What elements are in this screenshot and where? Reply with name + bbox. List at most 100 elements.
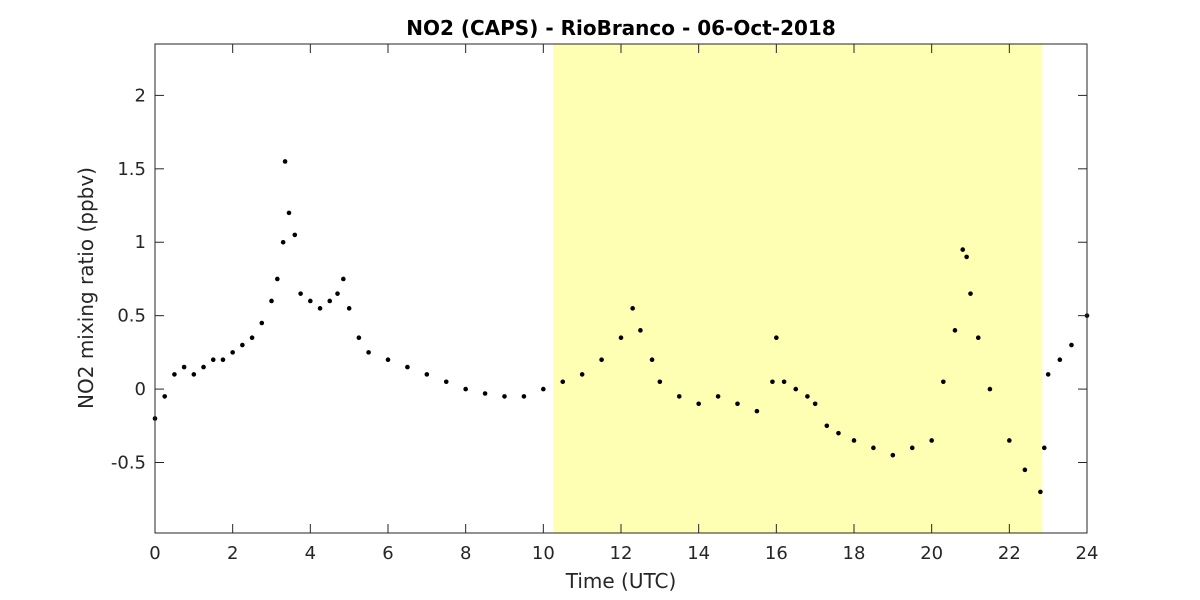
x-tick-label: 12 — [610, 543, 633, 564]
data-point — [292, 232, 298, 238]
data-point — [327, 298, 333, 304]
data-point — [162, 394, 168, 399]
data-point — [975, 335, 981, 340]
data-point — [220, 357, 226, 363]
data-point — [181, 364, 187, 370]
data-point — [890, 452, 896, 458]
data-point — [836, 430, 841, 436]
data-point — [1057, 357, 1063, 363]
data-point — [824, 423, 830, 429]
data-point — [298, 291, 303, 296]
x-tick-label: 8 — [460, 543, 471, 564]
data-point — [599, 357, 604, 363]
data-point — [172, 372, 177, 377]
data-point — [240, 342, 245, 348]
data-point — [280, 239, 286, 245]
data-point — [1041, 445, 1047, 451]
data-point — [560, 379, 566, 385]
data-point — [191, 372, 197, 377]
data-point — [649, 357, 655, 363]
data-point — [275, 276, 280, 282]
y-tick-label: 1.5 — [117, 159, 146, 180]
x-tick-label: 20 — [920, 543, 943, 564]
data-points — [152, 159, 1090, 495]
data-point — [960, 247, 966, 252]
data-point — [871, 445, 876, 451]
data-point — [909, 445, 915, 451]
data-point — [781, 379, 787, 385]
x-tick-label: 22 — [998, 543, 1021, 564]
data-point — [579, 372, 585, 377]
x-tick-label: 24 — [1076, 543, 1099, 564]
x-tick-label: 2 — [227, 543, 238, 564]
data-point — [335, 291, 340, 296]
data-point — [987, 386, 993, 392]
data-point — [630, 306, 635, 311]
y-tick-label: 1 — [135, 232, 146, 253]
data-point — [541, 386, 546, 392]
data-point — [812, 401, 818, 407]
data-point — [770, 379, 775, 385]
data-point — [1045, 372, 1051, 377]
data-point — [269, 298, 274, 304]
data-point — [952, 328, 958, 333]
data-point — [341, 276, 346, 282]
x-axis-label: Time (UTC) — [565, 569, 677, 593]
data-point — [259, 320, 265, 326]
data-point — [1007, 438, 1012, 443]
data-point — [793, 386, 799, 392]
data-point — [385, 357, 391, 363]
y-tick-label: 0 — [135, 379, 146, 400]
data-point — [1069, 342, 1074, 348]
data-point — [286, 210, 292, 216]
data-point — [715, 394, 721, 399]
x-tick-label: 16 — [765, 543, 788, 564]
data-point — [805, 394, 810, 399]
chart-title: NO2 (CAPS) - RioBranco - 06-Oct-2018 — [406, 16, 836, 40]
data-point — [929, 438, 934, 443]
axis-ticks: 0 2 4 6 8 10 12 14 16 18 20 22 24-0.500.511.52 — [111, 44, 1099, 564]
x-tick-label: 4 — [305, 543, 316, 564]
data-point — [346, 306, 352, 311]
data-point — [638, 328, 643, 333]
data-point — [405, 364, 410, 370]
data-point — [1022, 467, 1028, 473]
y-axis-label: NO2 mixing ratio (ppbv) — [74, 167, 98, 409]
data-point — [618, 335, 624, 340]
data-point — [941, 379, 946, 385]
x-tick-label: 0 — [149, 543, 160, 564]
y-tick-label: -0.5 — [111, 453, 146, 474]
data-point — [657, 379, 663, 385]
data-point — [676, 394, 682, 399]
data-point — [317, 306, 323, 311]
data-point — [754, 408, 760, 414]
data-point — [424, 372, 430, 377]
data-point — [521, 394, 527, 399]
data-point — [356, 335, 362, 340]
data-point — [210, 357, 216, 363]
data-point — [308, 298, 313, 304]
data-point — [502, 394, 507, 399]
data-point — [1038, 489, 1043, 495]
data-point — [482, 391, 488, 396]
y-tick-label: 0.5 — [117, 306, 146, 327]
data-point — [964, 254, 969, 260]
data-point — [735, 401, 740, 407]
data-point — [774, 335, 779, 340]
data-point — [282, 159, 288, 164]
x-tick-label: 14 — [687, 543, 710, 564]
data-point — [696, 401, 701, 407]
data-point — [249, 335, 255, 340]
data-point — [463, 386, 468, 392]
data-point — [851, 438, 857, 443]
daytime-shaded-region — [553, 44, 1043, 533]
x-tick-label: 18 — [843, 543, 866, 564]
data-point — [443, 379, 449, 385]
data-point — [201, 364, 206, 370]
data-point — [366, 350, 371, 355]
x-tick-label: 6 — [382, 543, 393, 564]
data-point — [968, 291, 973, 296]
x-tick-label: 10 — [532, 543, 555, 564]
data-point — [230, 350, 235, 355]
